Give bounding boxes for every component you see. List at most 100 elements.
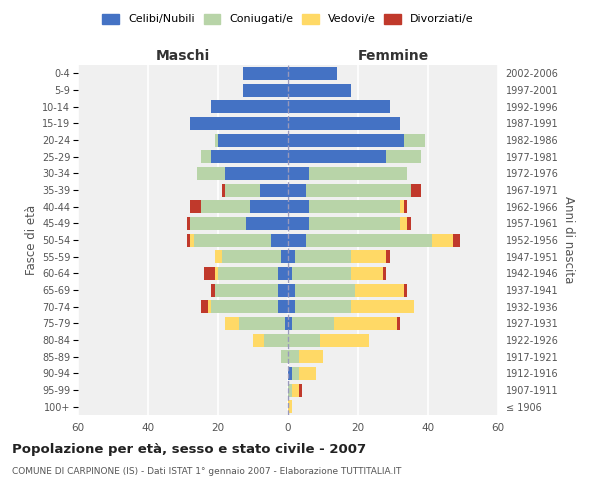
Bar	[271, 234, 288, 246]
Bar	[386, 150, 421, 163]
Bar	[288, 334, 320, 346]
Bar	[299, 350, 323, 363]
Bar	[309, 217, 400, 230]
Bar	[221, 184, 225, 196]
Bar	[225, 167, 288, 180]
Bar	[239, 317, 284, 330]
Text: Femmine: Femmine	[358, 48, 428, 62]
Bar	[288, 300, 295, 313]
Bar	[404, 134, 425, 146]
Bar	[288, 167, 309, 180]
Bar	[309, 167, 407, 180]
Bar	[190, 234, 193, 246]
Bar	[208, 300, 211, 313]
Bar	[288, 134, 404, 146]
Bar	[215, 284, 277, 296]
Bar	[193, 234, 271, 246]
Bar	[187, 234, 190, 246]
Bar	[200, 200, 250, 213]
Bar	[215, 267, 218, 280]
Bar	[263, 334, 288, 346]
Legend: Celibi/Nubili, Coniugati/e, Vedovi/e, Divorziati/e: Celibi/Nubili, Coniugati/e, Vedovi/e, Di…	[103, 14, 473, 24]
Bar	[242, 84, 288, 96]
Bar	[250, 200, 288, 213]
Bar	[288, 317, 292, 330]
Bar	[386, 250, 389, 263]
Bar	[211, 300, 277, 313]
Bar	[211, 100, 288, 113]
Bar	[355, 284, 404, 296]
Bar	[190, 200, 200, 213]
Bar	[292, 267, 351, 280]
Bar	[190, 217, 246, 230]
Bar	[288, 367, 292, 380]
Bar	[277, 300, 288, 313]
Bar	[288, 100, 389, 113]
Bar	[299, 384, 302, 396]
Bar	[187, 217, 190, 230]
Y-axis label: Fasce di età: Fasce di età	[25, 205, 38, 275]
Bar	[288, 67, 337, 80]
Text: Maschi: Maschi	[156, 48, 210, 62]
Bar	[288, 400, 292, 413]
Bar	[277, 267, 288, 280]
Bar	[404, 200, 407, 213]
Bar	[288, 217, 309, 230]
Bar	[404, 284, 407, 296]
Text: Popolazione per età, sesso e stato civile - 2007: Popolazione per età, sesso e stato civil…	[12, 442, 366, 456]
Bar	[295, 250, 351, 263]
Bar	[288, 284, 295, 296]
Bar	[225, 317, 239, 330]
Bar	[215, 134, 218, 146]
Bar	[351, 250, 386, 263]
Bar	[281, 250, 288, 263]
Bar	[351, 267, 383, 280]
Bar	[218, 134, 288, 146]
Bar	[242, 67, 288, 80]
Bar	[292, 384, 299, 396]
Bar	[200, 300, 208, 313]
Bar	[334, 317, 397, 330]
Text: COMUNE DI CARPINONE (IS) - Dati ISTAT 1° gennaio 2007 - Elaborazione TUTTITALIA.: COMUNE DI CARPINONE (IS) - Dati ISTAT 1°…	[12, 468, 401, 476]
Bar	[299, 367, 316, 380]
Bar	[288, 117, 400, 130]
Bar	[288, 84, 351, 96]
Bar	[452, 234, 460, 246]
Bar	[284, 317, 288, 330]
Bar	[400, 200, 404, 213]
Bar	[407, 217, 410, 230]
Bar	[288, 234, 305, 246]
Bar	[295, 300, 351, 313]
Bar	[292, 317, 334, 330]
Bar	[383, 267, 386, 280]
Bar	[221, 250, 281, 263]
Bar	[200, 150, 211, 163]
Bar	[410, 184, 421, 196]
Bar	[204, 267, 215, 280]
Bar	[190, 117, 288, 130]
Bar	[305, 184, 410, 196]
Bar	[260, 184, 288, 196]
Bar	[288, 184, 305, 196]
Bar	[397, 317, 400, 330]
Bar	[215, 250, 221, 263]
Bar	[288, 250, 295, 263]
Bar	[218, 267, 277, 280]
Bar	[281, 350, 288, 363]
Bar	[197, 167, 225, 180]
Bar	[351, 300, 414, 313]
Bar	[288, 200, 309, 213]
Bar	[288, 350, 299, 363]
Bar	[292, 367, 299, 380]
Bar	[288, 150, 386, 163]
Bar	[400, 217, 407, 230]
Bar	[305, 234, 431, 246]
Bar	[320, 334, 368, 346]
Bar	[295, 284, 355, 296]
Bar	[431, 234, 452, 246]
Bar	[225, 184, 260, 196]
Bar	[288, 267, 292, 280]
Bar	[309, 200, 400, 213]
Bar	[246, 217, 288, 230]
Bar	[277, 284, 288, 296]
